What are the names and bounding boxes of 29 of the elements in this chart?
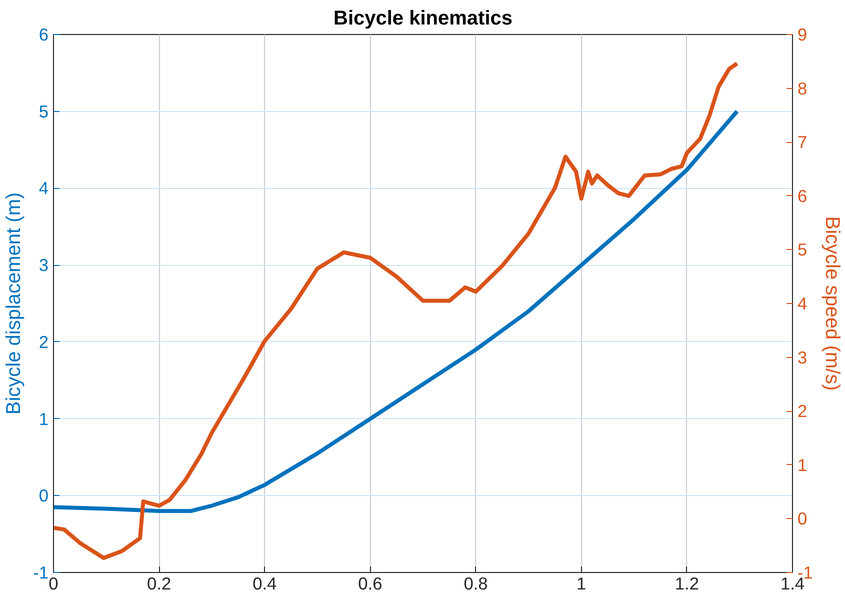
y-tick-label: 2 bbox=[38, 332, 49, 352]
y2-tick-label: 6 bbox=[798, 186, 808, 206]
x-tick-label: 0.4 bbox=[252, 574, 278, 592]
y2-tick-label: 3 bbox=[798, 347, 808, 368]
y-axis-title: Bicycle displacement (m) bbox=[3, 192, 26, 415]
y2-axis-title: Bicycle speed (m/s) bbox=[820, 216, 843, 391]
x-tick-label: 0.2 bbox=[147, 574, 172, 592]
x-tick-label: 1 bbox=[576, 574, 586, 592]
x-tick-label: 1.2 bbox=[674, 574, 699, 592]
x-tick-label: 0.6 bbox=[358, 574, 382, 592]
y-tick-label: 3 bbox=[38, 255, 49, 276]
y2-tick-label: 9 bbox=[798, 24, 808, 44]
y2-tick-label: 2 bbox=[798, 401, 808, 422]
y-tick-label: 4 bbox=[38, 178, 49, 198]
chart-title: Bicycle kinematics bbox=[334, 8, 513, 30]
y-tick-label: 5 bbox=[38, 101, 49, 122]
y2-tick-label: 1 bbox=[798, 454, 808, 475]
y-tick-label: -1 bbox=[33, 562, 49, 582]
x-tick-label: 0.8 bbox=[464, 574, 488, 592]
y-tick-label: 0 bbox=[38, 486, 49, 506]
line-series bbox=[54, 109, 740, 514]
y2-tick-label: 0 bbox=[798, 508, 808, 529]
y2-tick-label: 7 bbox=[798, 132, 808, 152]
y2-tick-label: 4 bbox=[798, 294, 808, 314]
y-tick-label: 6 bbox=[38, 24, 49, 44]
line-series bbox=[54, 62, 740, 560]
y2-tick-label: 5 bbox=[798, 240, 808, 260]
y-tick-label: 1 bbox=[38, 408, 49, 429]
y2-tick-label: 8 bbox=[798, 78, 808, 98]
